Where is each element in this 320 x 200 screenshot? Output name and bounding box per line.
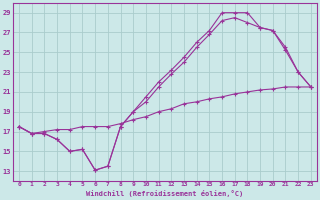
X-axis label: Windchill (Refroidissement éolien,°C): Windchill (Refroidissement éolien,°C) (86, 190, 244, 197)
